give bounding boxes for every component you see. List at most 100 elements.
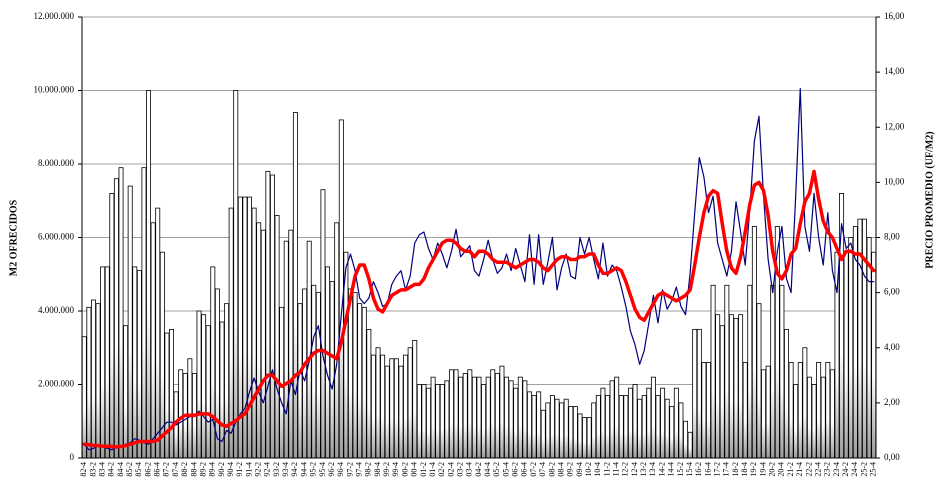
bar <box>146 90 152 459</box>
bar <box>91 299 96 459</box>
bar <box>820 376 826 459</box>
bar <box>843 251 849 459</box>
x-tick-label: 84-4 <box>116 462 125 477</box>
y-tick-label: 0 <box>70 452 75 462</box>
bar <box>361 306 367 459</box>
x-tick-label: 20-2 <box>768 462 777 477</box>
bar <box>788 362 794 459</box>
x-tick-label: 07-4 <box>538 462 547 477</box>
x-tick-label: 14-4 <box>667 462 676 477</box>
bar <box>375 347 381 459</box>
bar <box>311 284 317 459</box>
bar <box>338 119 344 459</box>
x-tick-label: 11-2 <box>602 462 611 476</box>
x-tick-label: 17-2 <box>712 462 721 477</box>
bar <box>164 332 170 459</box>
bar <box>118 167 124 459</box>
bar <box>559 402 565 459</box>
bar <box>811 384 817 459</box>
bar <box>522 380 528 459</box>
bar <box>728 314 734 459</box>
bar <box>793 384 799 459</box>
bar <box>738 314 744 459</box>
x-tick-label: 24-2 <box>841 462 850 477</box>
bar <box>265 170 271 459</box>
bar <box>797 362 803 459</box>
bar <box>178 369 184 459</box>
x-tick-label: 94-4 <box>299 462 308 477</box>
bar <box>448 369 454 459</box>
x-tick-label: 05-4 <box>501 462 510 477</box>
x-tick-label: 09-2 <box>566 462 575 477</box>
x-tick-label: 25-2 <box>859 462 868 477</box>
bar <box>724 284 730 459</box>
bar <box>692 328 698 459</box>
x-tick-label: 04-2 <box>474 462 483 477</box>
bar <box>627 387 633 459</box>
bar <box>490 369 496 459</box>
x-tick-label: 91-4 <box>244 462 253 477</box>
bar <box>733 317 739 459</box>
x-tick-label: 99-2 <box>382 462 391 477</box>
bar <box>494 373 500 459</box>
x-tick-label: 22-4 <box>813 462 822 477</box>
x-tick-label: 83-4 <box>97 462 106 477</box>
bar <box>370 354 376 459</box>
bar <box>756 303 762 459</box>
bar <box>554 398 560 459</box>
bar <box>862 218 867 459</box>
bar <box>508 380 514 459</box>
bar <box>696 328 702 459</box>
bar <box>476 376 482 459</box>
bar <box>444 380 450 459</box>
x-tick-label: 98-2 <box>364 462 373 477</box>
x-tick-label: 87-4 <box>171 462 180 477</box>
x-tick-label: 93-2 <box>272 462 281 477</box>
bar <box>481 384 487 459</box>
x-tick-label: 00-4 <box>410 462 419 477</box>
bar <box>104 266 110 459</box>
y2-tick-label: 6,00 <box>884 287 900 297</box>
x-tick-label: 10-2 <box>584 462 593 477</box>
bar <box>462 373 468 459</box>
x-tick-label: 04-4 <box>483 462 492 477</box>
bar <box>504 376 510 459</box>
bar <box>641 395 647 459</box>
bar <box>650 376 656 459</box>
x-tick-label: 08-2 <box>547 462 556 477</box>
bar <box>458 376 464 459</box>
bar <box>352 292 358 459</box>
bar <box>540 409 546 459</box>
bar <box>256 222 262 459</box>
bar <box>348 288 353 459</box>
bar <box>719 325 725 459</box>
x-tick-label: 90-2 <box>217 462 226 477</box>
x-tick-label: 13-4 <box>648 462 657 477</box>
bar <box>637 398 643 459</box>
bar <box>683 420 688 459</box>
bar <box>95 303 101 459</box>
bar <box>136 270 142 459</box>
bar <box>205 325 211 459</box>
bar <box>806 376 812 459</box>
y-tick-label: 6.000.000 <box>38 232 75 242</box>
bar <box>605 395 610 459</box>
x-tick-label: 84-2 <box>107 462 116 477</box>
bar <box>582 417 588 459</box>
y-tick-label: 10.000.000 <box>34 85 75 95</box>
bar <box>150 222 156 459</box>
x-tick-label: 95-4 <box>318 462 327 477</box>
bar <box>187 358 193 459</box>
x-tick-label: 91-2 <box>235 462 244 477</box>
bar <box>669 406 675 459</box>
bar <box>109 192 115 459</box>
bar <box>784 328 789 459</box>
x-tick-label: 03-4 <box>465 462 474 477</box>
bar <box>366 328 372 459</box>
bar <box>320 189 326 459</box>
bar <box>545 402 551 459</box>
x-tick-label: 85-4 <box>134 462 143 477</box>
x-tick-label: 92-2 <box>254 462 263 477</box>
bar <box>292 112 298 459</box>
bar <box>591 402 597 459</box>
